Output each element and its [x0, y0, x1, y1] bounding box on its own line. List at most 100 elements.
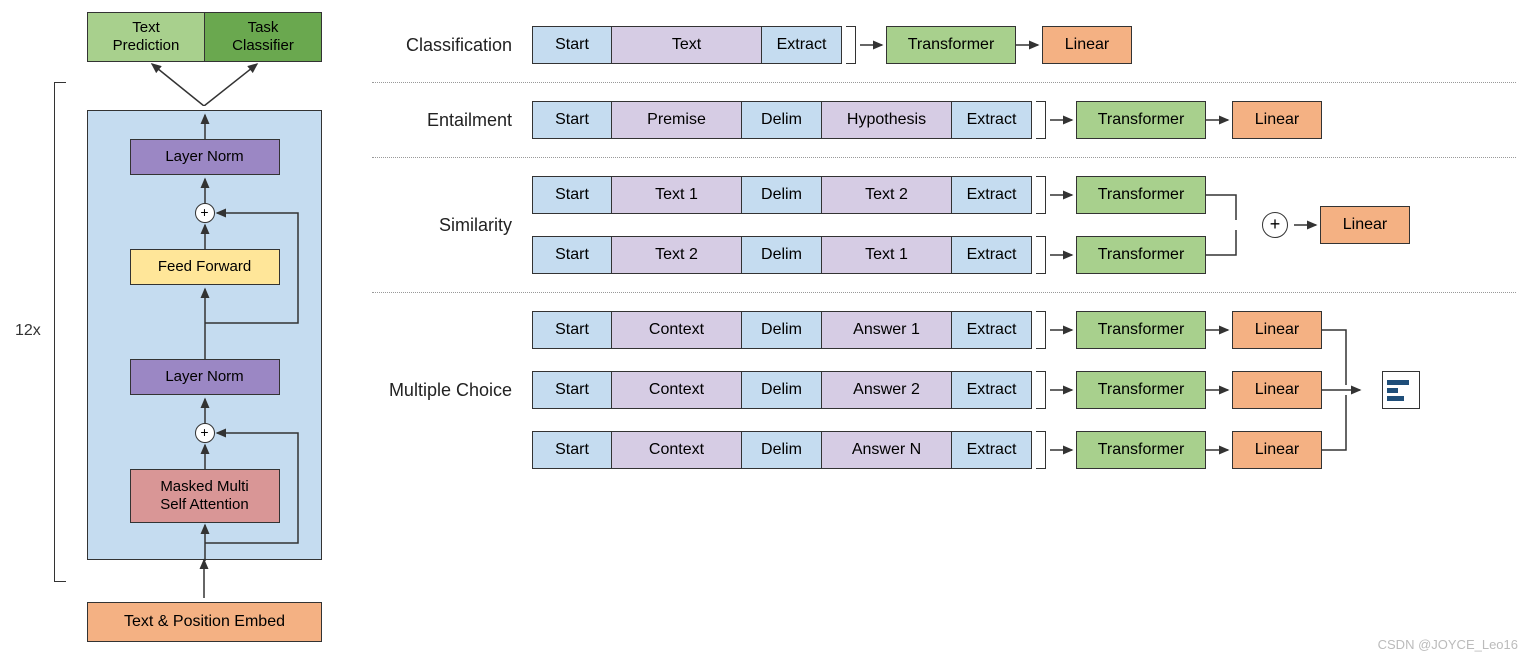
token-text2: Text 2: [822, 176, 952, 214]
token-delim: Delim: [742, 236, 822, 274]
bracket-icon: [1036, 371, 1046, 409]
token-text: Text: [612, 26, 762, 64]
layer-norm-2: Layer Norm: [130, 139, 280, 175]
token-delim: Delim: [742, 176, 822, 214]
linear-block: Linear: [1232, 371, 1322, 409]
output-heads: Text Prediction Task Classifier: [87, 12, 322, 62]
stack-multiplier: 12x: [15, 322, 41, 340]
token-extract: Extract: [952, 371, 1032, 409]
arrow-icon: [1016, 39, 1042, 51]
task-label: Entailment: [372, 110, 532, 131]
transformer-block: Transformer: [1076, 236, 1206, 274]
collector-lines: [1322, 311, 1362, 469]
arrow-icon: [860, 39, 886, 51]
transformer-block: Transformer: [1076, 101, 1206, 139]
linear-block: Linear: [1232, 311, 1322, 349]
task-classification: Classification Start Text Extract Transf…: [372, 12, 1516, 78]
token-context: Context: [612, 431, 742, 469]
token-delim: Delim: [742, 311, 822, 349]
arrow-icon: [1050, 384, 1076, 396]
linear-block: Linear: [1232, 431, 1322, 469]
input-sequence: Start Text Extract: [532, 26, 842, 64]
token-extract: Extract: [952, 176, 1032, 214]
divider: [372, 292, 1516, 293]
linear-block: Linear: [1232, 101, 1322, 139]
input-sequence: Start Text 1 Delim Text 2 Extract: [532, 176, 1032, 214]
transformer-block: Transformer: [1076, 431, 1206, 469]
task-entailment: Entailment Start Premise Delim Hypothesi…: [372, 87, 1516, 153]
task-multiple-choice: Multiple Choice Start Context Delim Answ…: [372, 297, 1516, 483]
token-extract: Extract: [952, 311, 1032, 349]
token-answer1: Answer 1: [822, 311, 952, 349]
arrow-icon: [1294, 219, 1320, 231]
token-start: Start: [532, 26, 612, 64]
stack-bracket: [54, 82, 66, 582]
token-extract: Extract: [952, 236, 1032, 274]
text-prediction-head: Text Prediction: [87, 12, 205, 62]
task-similarity: Similarity Start Text 1 Delim Text 2 Ext…: [372, 162, 1516, 288]
token-premise: Premise: [612, 101, 742, 139]
transformer-block: Transformer: [1076, 311, 1206, 349]
score-collector-icon: [1382, 371, 1420, 409]
token-start: Start: [532, 176, 612, 214]
tasks-panel: Classification Start Text Extract Transf…: [372, 12, 1516, 642]
merge-lines: [1206, 176, 1256, 274]
bracket-icon: [1036, 311, 1046, 349]
bracket-icon: [846, 26, 856, 64]
token-answerN: Answer N: [822, 431, 952, 469]
embedding-layer: Text & Position Embed: [87, 602, 322, 642]
input-sequence: Start Context Delim Answer 1 Extract: [532, 311, 1032, 349]
divider: [372, 82, 1516, 83]
arrow-icon: [1206, 114, 1232, 126]
token-text1: Text 1: [612, 176, 742, 214]
layer-norm-1: Layer Norm: [130, 359, 280, 395]
token-start: Start: [532, 236, 612, 274]
token-extract: Extract: [762, 26, 842, 64]
arrow-icon: [1206, 324, 1232, 336]
arrow-icon: [1050, 444, 1076, 456]
feed-forward: Feed Forward: [130, 249, 280, 285]
input-sequence: Start Context Delim Answer N Extract: [532, 431, 1032, 469]
add-icon: +: [195, 203, 215, 223]
transformer-block: Transformer: [1076, 176, 1206, 214]
token-context: Context: [612, 371, 742, 409]
add-icon: +: [195, 423, 215, 443]
token-hypothesis: Hypothesis: [822, 101, 952, 139]
masked-self-attention: Masked Multi Self Attention: [130, 469, 280, 523]
input-sequence: Start Context Delim Answer 2 Extract: [532, 371, 1032, 409]
architecture-panel: 12x Text Prediction Task Classifier: [12, 12, 332, 642]
arrow-icon: [1050, 249, 1076, 261]
linear-block: Linear: [1042, 26, 1132, 64]
bracket-icon: [1036, 236, 1046, 274]
add-icon: +: [1262, 212, 1288, 238]
token-start: Start: [532, 101, 612, 139]
transformer-block: Layer Norm + Feed Forward Layer Norm + M…: [87, 110, 322, 560]
token-text1: Text 1: [822, 236, 952, 274]
arrow-icon: [1050, 189, 1076, 201]
token-delim: Delim: [742, 431, 822, 469]
divider: [372, 157, 1516, 158]
embed-arrow: [87, 556, 322, 598]
bracket-icon: [1036, 431, 1046, 469]
arrow-icon: [1206, 384, 1232, 396]
token-text2: Text 2: [612, 236, 742, 274]
task-label: Multiple Choice: [372, 380, 532, 401]
token-start: Start: [532, 371, 612, 409]
bracket-icon: [1036, 176, 1046, 214]
input-sequence: Start Premise Delim Hypothesis Extract: [532, 101, 1032, 139]
token-extract: Extract: [952, 431, 1032, 469]
arrow-icon: [1050, 324, 1076, 336]
watermark: CSDN @JOYCE_Leo16: [1378, 637, 1518, 652]
transformer-block: Transformer: [886, 26, 1016, 64]
token-extract: Extract: [952, 101, 1032, 139]
task-label: Classification: [372, 35, 532, 56]
token-start: Start: [532, 431, 612, 469]
token-start: Start: [532, 311, 612, 349]
task-label: Similarity: [372, 215, 532, 236]
arrow-icon: [1206, 444, 1232, 456]
task-classifier-head: Task Classifier: [205, 12, 322, 62]
transformer-block: Transformer: [1076, 371, 1206, 409]
linear-block: Linear: [1320, 206, 1410, 244]
split-arrows: [87, 58, 322, 106]
token-answer2: Answer 2: [822, 371, 952, 409]
